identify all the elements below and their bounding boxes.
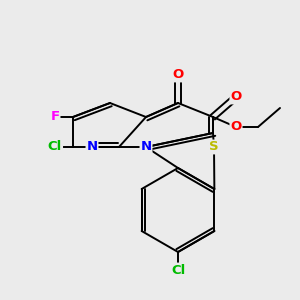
Text: S: S bbox=[209, 140, 219, 154]
Text: F: F bbox=[50, 110, 60, 124]
Text: Cl: Cl bbox=[48, 140, 62, 154]
Text: Cl: Cl bbox=[171, 263, 185, 277]
Text: O: O bbox=[230, 91, 242, 103]
Text: O: O bbox=[230, 121, 242, 134]
Text: N: N bbox=[140, 140, 152, 154]
Text: N: N bbox=[86, 140, 98, 154]
Text: O: O bbox=[172, 68, 184, 82]
